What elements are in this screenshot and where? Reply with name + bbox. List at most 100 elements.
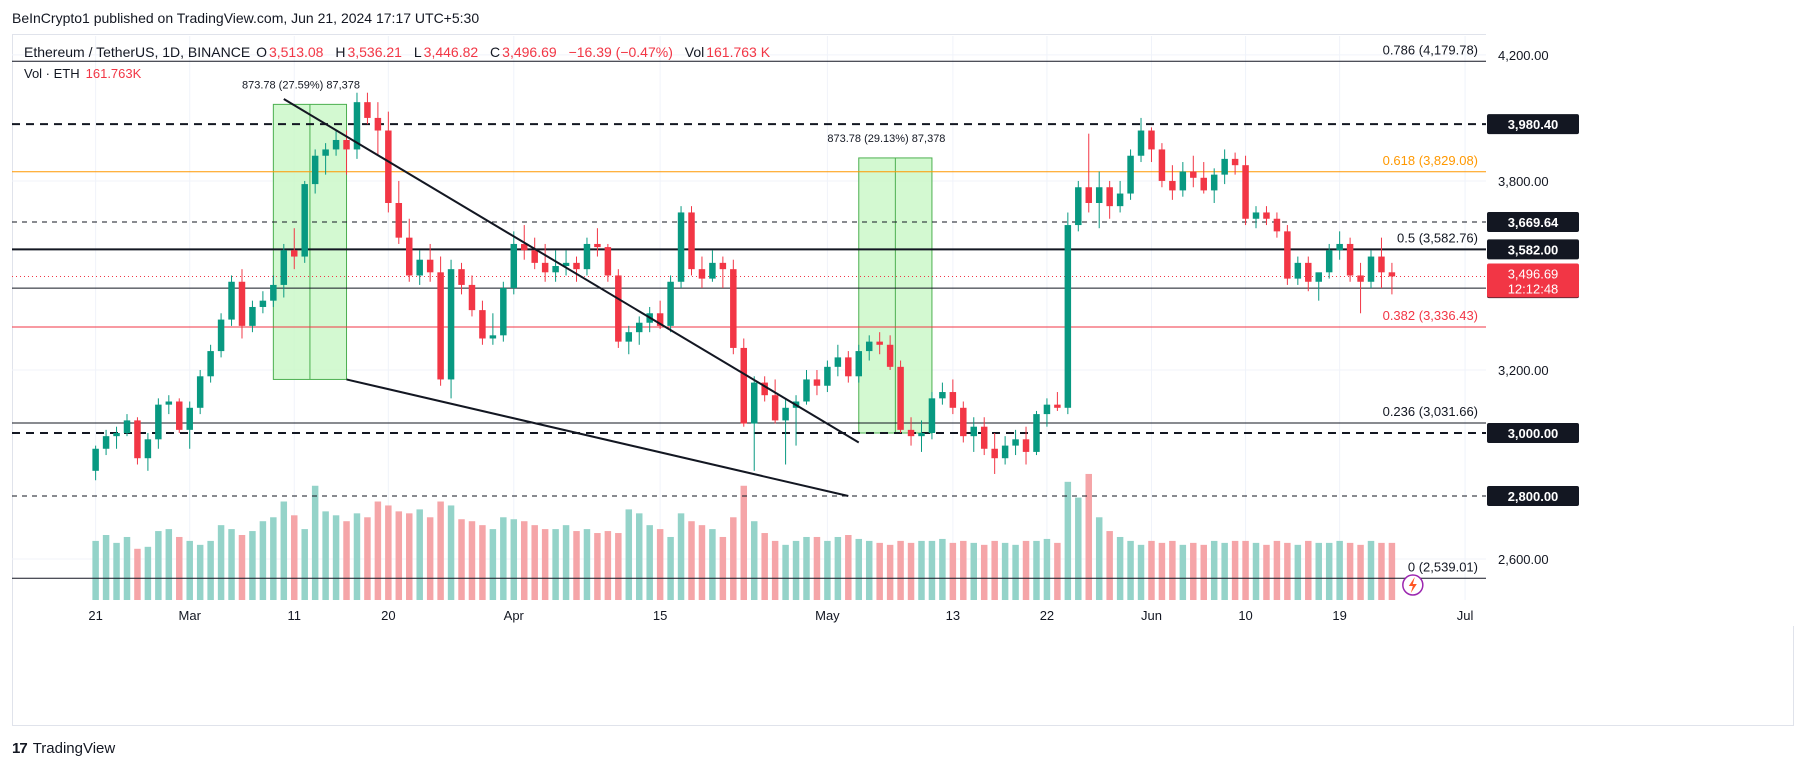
candle-body: [468, 284, 476, 311]
candle-body: [426, 259, 434, 273]
volume-bar: [207, 540, 214, 600]
candle-body: [238, 281, 246, 326]
level-price-tag-text: 3,669.64: [1508, 215, 1559, 230]
volume-bar: [615, 533, 622, 600]
candle-body: [813, 379, 821, 386]
legend-symbol[interactable]: Ethereum / TetherUS, 1D, BINANCE: [24, 44, 251, 60]
volume-bar: [374, 501, 382, 600]
volume-bar: [1158, 542, 1166, 600]
volume-bar: [364, 517, 371, 600]
level-price-tag: [1487, 423, 1579, 444]
volume-bar: [1022, 540, 1030, 600]
candle-body: [1284, 231, 1291, 279]
candle-body: [719, 262, 727, 270]
tradingview-brand: TradingView: [32, 740, 116, 757]
volume-bar: [155, 531, 162, 600]
candle-body: [207, 351, 214, 377]
candle-body: [886, 344, 894, 367]
current-price-tag: [1487, 263, 1579, 298]
volume-bar: [960, 540, 967, 600]
candle-body: [196, 376, 204, 408]
candle-body: [301, 184, 308, 257]
volume-bar: [803, 536, 810, 600]
volume-bar: [928, 540, 936, 600]
volume-bar: [217, 525, 225, 600]
candle-body: [437, 272, 444, 380]
volume-bar: [918, 540, 925, 600]
volume-legend: Vol · ETH 161.763K: [24, 66, 141, 81]
volume-bar: [123, 536, 131, 600]
candle-body: [1001, 445, 1009, 459]
volume-bar: [1054, 542, 1061, 600]
candle-body: [1305, 262, 1312, 282]
volume-bar: [144, 546, 152, 600]
volume-bar: [1305, 540, 1312, 600]
volume-bar: [228, 529, 235, 600]
volume-bar: [521, 521, 528, 600]
x-tick-label: Jul: [1457, 608, 1474, 623]
candle-body: [709, 262, 716, 279]
volume-bar: [259, 521, 267, 600]
candle-body: [771, 395, 779, 421]
volume-bar: [1106, 531, 1113, 600]
candle-body: [907, 429, 915, 437]
fib-level-label: 0.786 (4,179.78): [1383, 42, 1478, 57]
x-tick-label: Apr: [504, 608, 525, 623]
wedge-trendline: [283, 98, 860, 444]
ohlc-legend: Ethereum / TetherUS, 1D, BINANCE O 3,513.…: [24, 44, 778, 60]
candle-body: [385, 130, 392, 203]
volume-bar: [1378, 542, 1385, 600]
candle-body: [677, 212, 685, 282]
candle-body: [510, 243, 518, 289]
volume-bar: [594, 533, 601, 600]
fib-level-label: 0 (2,539.01): [1408, 559, 1478, 574]
candle-body: [1148, 130, 1155, 150]
volume-bar: [500, 517, 507, 600]
legend-vol: 161.763 K: [706, 44, 771, 60]
candle-body: [1158, 149, 1166, 181]
candle-body: [374, 117, 382, 131]
candle-body: [615, 275, 622, 342]
volume-bar: [353, 513, 361, 600]
volume-bar: [343, 521, 350, 600]
volume-bar: [176, 536, 183, 600]
volume-bar: [667, 536, 674, 600]
candle-body: [1064, 225, 1072, 408]
candle-body: [635, 322, 643, 333]
candle-body: [918, 433, 925, 437]
volume-series-label[interactable]: Vol · ETH: [24, 66, 80, 81]
volume-bar: [1263, 544, 1270, 600]
candle-body: [845, 357, 852, 377]
candle-body: [406, 237, 413, 276]
candle-body: [1357, 275, 1364, 282]
volume-bar: [907, 542, 915, 600]
x-tick-label: Mar: [179, 608, 202, 623]
candle-body: [228, 281, 235, 320]
candle-body: [960, 407, 967, 437]
candle-body: [1022, 439, 1030, 452]
volume-bar: [541, 529, 549, 600]
volume-bar: [583, 529, 591, 600]
tradingview-footer[interactable]: 17 TradingView: [12, 740, 115, 757]
candle-body: [489, 335, 497, 339]
volume-bar: [1137, 544, 1145, 600]
volume-bar: [573, 531, 580, 600]
volume-bar: [719, 536, 727, 600]
bar-countdown: 12:12:48: [1508, 282, 1559, 297]
candle-body: [1012, 439, 1019, 446]
legend-vol-label: Vol: [684, 44, 705, 60]
x-tick-label: 21: [88, 608, 102, 623]
candle-body: [1242, 165, 1249, 219]
candle-body: [1075, 187, 1082, 226]
volume-bar: [604, 531, 612, 600]
volume-bar: [656, 529, 664, 600]
candle-body: [594, 243, 601, 248]
candle-body: [1294, 262, 1302, 279]
candle-body: [479, 310, 486, 339]
x-tick-label: 15: [653, 608, 667, 623]
candle-body: [750, 382, 758, 424]
volume-bar: [782, 544, 789, 600]
volume-bar: [196, 544, 204, 600]
candle-body: [176, 401, 183, 430]
